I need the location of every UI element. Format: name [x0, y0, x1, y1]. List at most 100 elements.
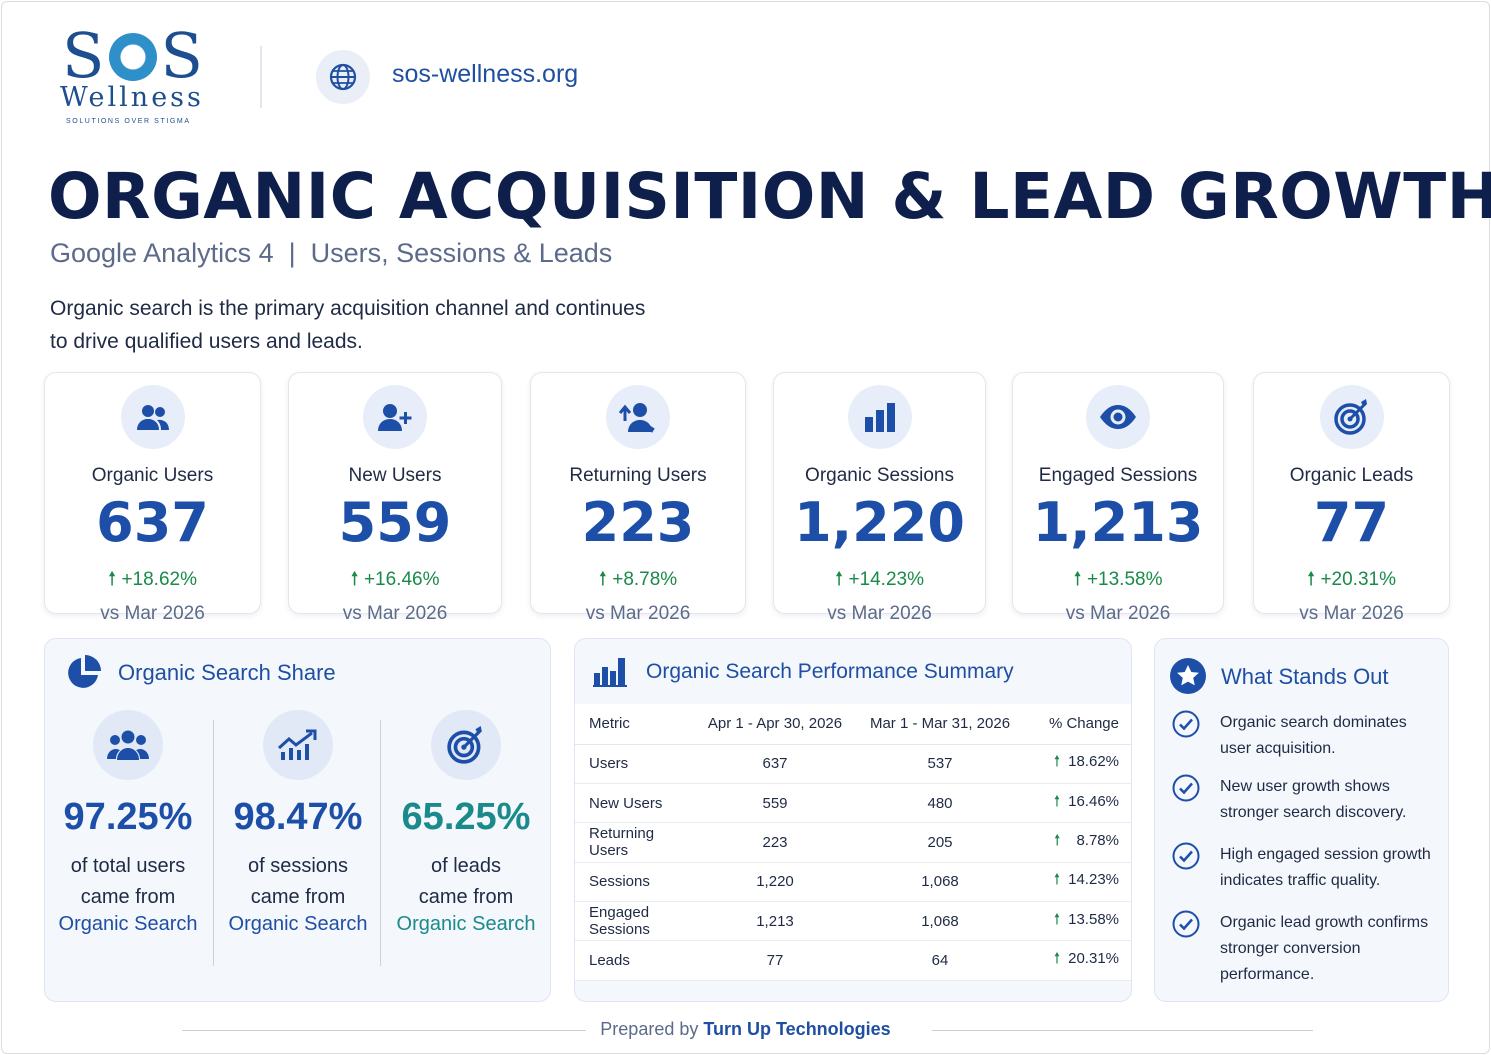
kpi-label: Organic Leads — [1289, 465, 1414, 486]
logo-tagline: SOLUTIONS OVER STIGMA — [66, 118, 191, 125]
table-header-row: Metric Apr 1 - Apr 30, 2026 Mar 1 - Mar … — [575, 704, 1131, 745]
share-divider — [213, 720, 214, 966]
target-icon — [1319, 385, 1384, 449]
table-row: Engaged Sessions 1,213 1,068 🠕 13.58% — [575, 901, 1131, 942]
kpi-value: 637 — [96, 491, 209, 554]
arrow-up-icon: 🠕 — [1053, 871, 1061, 889]
intro-text: Organic search is the primary acquisitio… — [50, 292, 730, 358]
share-source: Organic Search — [58, 913, 198, 935]
kpi-card-organic-leads: Organic Leads 77 🠕 +20.31% vs Mar 2026 — [1253, 372, 1450, 624]
share-percent: 65.25% — [401, 796, 531, 838]
kpi-card-organic-sessions: Organic Sessions 1,220 🠕 +14.23% vs Mar … — [773, 372, 986, 624]
share-item-sessions: 98.47% of sessions came from Organic Sear… — [218, 710, 378, 936]
insight-text: High engaged session growth indicates tra… — [1220, 846, 1431, 889]
users-group-icon — [93, 710, 163, 780]
header-divider — [260, 46, 262, 108]
arrow-up-icon: 🠕 — [1054, 831, 1061, 849]
arrow-up-icon: 🠕 — [1053, 792, 1061, 810]
kpi-label: Returning Users — [569, 465, 707, 486]
star-badge-icon — [1169, 657, 1207, 700]
logo-subtext: Wellness — [60, 82, 204, 113]
share-desc: of leads came from — [418, 855, 514, 908]
share-percent: 98.47% — [233, 796, 363, 838]
target-icon — [431, 710, 501, 780]
kpi-value: 559 — [338, 491, 452, 554]
returning-user-icon — [606, 385, 670, 449]
kpi-value: 223 — [581, 491, 695, 554]
what-stands-out-panel — [1154, 638, 1449, 1002]
share-item-leads: 65.25% of leads came from Organic Search — [386, 710, 546, 936]
kpi-change: 🠕 +18.62% — [108, 569, 197, 590]
kpi-compare: vs Mar 2026 — [1065, 603, 1171, 624]
table-row: Leads 77 64 🠕 20.31% — [575, 940, 1131, 981]
share-source: Organic Search — [228, 913, 368, 935]
kpi-value: 1,213 — [1032, 491, 1204, 554]
kpi-compare: vs Mar 2026 — [342, 603, 448, 624]
arrow-up-icon: 🠕 — [598, 569, 613, 590]
kpi-card-new-users: New Users 559 🠕 +16.46% vs Mar 2026 — [288, 372, 502, 624]
page-subtitle: Google Analytics 4 | Users, Sessions & L… — [50, 238, 613, 268]
check-circle-icon — [1172, 842, 1200, 870]
check-circle-icon — [1172, 910, 1200, 938]
kpi-change: 🠕 +14.23% — [835, 569, 924, 590]
arrow-up-icon: 🠕 — [1073, 569, 1087, 590]
table-row: Sessions 1,220 1,068 🠕 14.23% — [575, 862, 1131, 903]
page-title: ORGANIC ACQUISITION & LEAD GROWTH — [48, 160, 1491, 233]
share-item-users: 97.25% of total users came from Organic S… — [48, 710, 208, 936]
kpi-card-engaged-sessions: Engaged Sessions 1,213 🠕 +13.58% vs Mar … — [1012, 372, 1224, 624]
kpi-card-organic-users: Organic Users 637 🠕 +18.62% vs Mar 2026 — [44, 372, 261, 624]
arrow-up-icon: 🠕 — [350, 569, 364, 590]
organic-search-share-panel — [44, 638, 551, 1002]
performance-table: Metric Apr 1 - Apr 30, 2026 Mar 1 - Mar … — [575, 704, 1131, 981]
column-header: % Change — [1025, 704, 1131, 745]
column-header: Apr 1 - Apr 30, 2026 — [695, 704, 855, 745]
arrow-up-icon: 🠕 — [108, 569, 122, 590]
summary-panel-title: Organic Search Performance Summary — [646, 660, 1014, 683]
table-row: Users 637 537 🠕 18.62% — [575, 744, 1131, 784]
kpi-compare: vs Mar 2026 — [1299, 603, 1404, 624]
table-row: Returning Users 223 205 🠕 8.78% — [575, 822, 1131, 863]
kpi-card-returning-users: Returning Users 223 🠕 +8.78% vs Mar 2026 — [530, 372, 746, 624]
column-header: Mar 1 - Mar 31, 2026 — [855, 704, 1025, 745]
eye-icon — [1086, 385, 1150, 449]
kpi-value: 1,220 — [794, 491, 965, 554]
intro-line-2: to drive qualified users and leads. — [50, 330, 363, 353]
share-percent: 97.25% — [63, 796, 193, 838]
insight-text: Organic lead growth confirms stronger con… — [1220, 914, 1429, 983]
kpi-compare: vs Mar 2026 — [100, 603, 205, 624]
footer-credit: Prepared by Turn Up Technologies — [600, 1019, 891, 1039]
stands-out-title: What Stands Out — [1221, 664, 1389, 689]
trend-up-icon — [263, 710, 333, 780]
footer-brand: Turn Up Technologies — [703, 1019, 891, 1039]
footer-rule-right — [932, 1030, 1313, 1031]
share-divider — [380, 720, 381, 966]
check-circle-icon — [1172, 710, 1200, 738]
share-desc: of sessions came from — [247, 855, 349, 908]
kpi-change: 🠕 +20.31% — [1307, 569, 1396, 590]
kpi-compare: vs Mar 2026 — [827, 603, 932, 624]
column-header: Metric — [575, 704, 695, 745]
kpi-label: New Users — [348, 465, 442, 486]
check-circle-icon — [1172, 774, 1200, 802]
arrow-up-icon: 🠕 — [1053, 950, 1061, 968]
kpi-label: Organic Sessions — [805, 465, 954, 486]
arrow-up-icon: 🠕 — [835, 569, 849, 590]
share-panel-title: Organic Search Share — [118, 660, 336, 685]
bar-chart-icon — [593, 655, 627, 692]
insight-text: Organic search dominates user acquisition… — [1220, 714, 1407, 757]
globe-icon — [316, 50, 370, 104]
bar-chart-icon — [847, 385, 912, 449]
arrow-up-icon: 🠕 — [1307, 569, 1321, 590]
table-row: New Users 559 480 🠕 16.46% — [575, 783, 1131, 824]
website-link[interactable]: sos-wellness.org — [392, 60, 579, 88]
share-desc: of total users came from — [70, 855, 186, 908]
kpi-value: 77 — [1313, 491, 1390, 554]
user-plus-icon — [363, 385, 427, 449]
footer-rule-left — [182, 1030, 586, 1031]
arrow-up-icon: 🠕 — [1053, 753, 1061, 771]
pie-chart-icon — [64, 654, 102, 697]
insight-text: New user growth shows stronger search dis… — [1220, 778, 1407, 821]
intro-line-1: Organic search is the primary acquisitio… — [50, 297, 646, 320]
